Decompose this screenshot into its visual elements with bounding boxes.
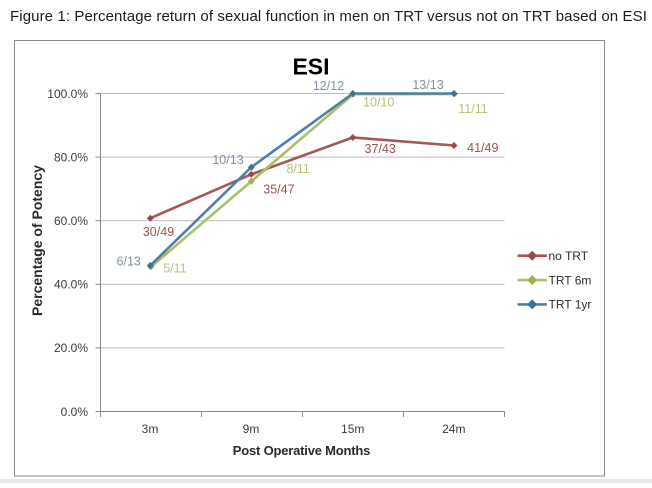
svg-text:TRT 1yr: TRT 1yr	[549, 298, 592, 312]
svg-text:10/10: 10/10	[363, 96, 394, 110]
svg-text:24m: 24m	[442, 422, 465, 436]
svg-text:Percentage of Potency: Percentage of Potency	[29, 165, 45, 316]
svg-text:no TRT: no TRT	[549, 249, 589, 263]
svg-text:13/13: 13/13	[412, 78, 443, 92]
svg-text:11/11: 11/11	[458, 102, 487, 116]
svg-text:35/47: 35/47	[263, 182, 294, 196]
svg-text:3m: 3m	[142, 422, 159, 436]
svg-text:0.0%: 0.0%	[61, 405, 89, 419]
svg-text:37/43: 37/43	[365, 142, 396, 156]
svg-text:80.0%: 80.0%	[54, 150, 88, 164]
svg-text:60.0%: 60.0%	[54, 214, 88, 228]
svg-text:10/13: 10/13	[212, 153, 243, 167]
svg-text:6/13: 6/13	[117, 255, 141, 269]
svg-text:5/11: 5/11	[163, 261, 186, 275]
svg-text:40.0%: 40.0%	[54, 278, 88, 292]
svg-text:9m: 9m	[243, 422, 260, 436]
svg-text:8/11: 8/11	[286, 162, 309, 176]
svg-text:20.0%: 20.0%	[54, 341, 88, 355]
svg-text:30/49: 30/49	[143, 225, 174, 239]
svg-text:15m: 15m	[341, 422, 364, 436]
svg-text:41/49: 41/49	[467, 141, 498, 155]
svg-text:12/12: 12/12	[313, 79, 344, 93]
svg-text:100.0%: 100.0%	[47, 87, 88, 101]
svg-text:ESI: ESI	[292, 54, 329, 80]
svg-text:TRT 6m: TRT 6m	[549, 273, 592, 287]
svg-text:Figure 1: Percentage return of: Figure 1: Percentage return of sexual fu…	[10, 8, 647, 25]
svg-text:Post Operative Months: Post Operative Months	[233, 443, 370, 458]
